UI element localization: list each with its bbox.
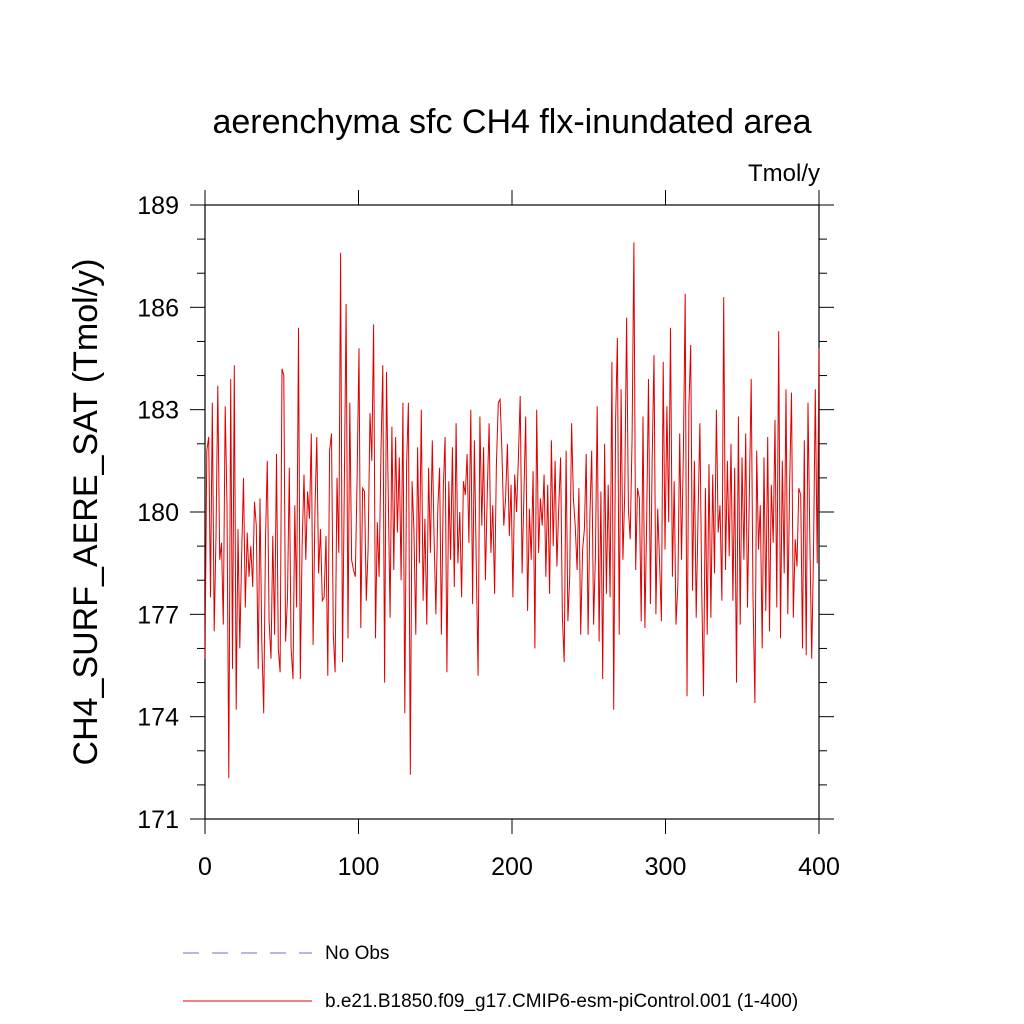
y-tick-label: 183 <box>137 397 179 425</box>
x-tick-label: 0 <box>198 853 212 881</box>
y-tick-label: 189 <box>137 192 179 220</box>
units-label: Tmol/y <box>748 160 820 187</box>
y-tick-label: 177 <box>137 601 179 629</box>
x-tick-label: 400 <box>798 853 840 881</box>
x-tick-label: 200 <box>491 853 533 881</box>
chart-title: aerenchyma sfc CH4 flx-inundated area <box>212 103 811 141</box>
x-tick-label: 100 <box>338 853 380 881</box>
axis-ticks <box>190 190 834 834</box>
y-tick-label: 174 <box>137 704 179 732</box>
legend-no-obs-label: No Obs <box>325 943 389 964</box>
legend: No Obs b.e21.B1850.f09_g17.CMIP6-esm-piC… <box>183 943 798 1012</box>
tick-labels: 171 174 177 180 183 186 189 0 100 200 300 400 <box>137 192 840 881</box>
series-line <box>204 242 820 779</box>
y-tick-label: 180 <box>137 499 179 527</box>
legend-series-label: b.e21.B1850.f09_g17.CMIP6-esm-piControl.… <box>325 991 798 1012</box>
y-tick-label: 171 <box>137 806 179 834</box>
y-tick-label: 186 <box>137 294 179 322</box>
x-tick-label: 300 <box>645 853 687 881</box>
y-axis-label: CH4_SURF_AERE_SAT (Tmol/y) <box>67 259 105 766</box>
